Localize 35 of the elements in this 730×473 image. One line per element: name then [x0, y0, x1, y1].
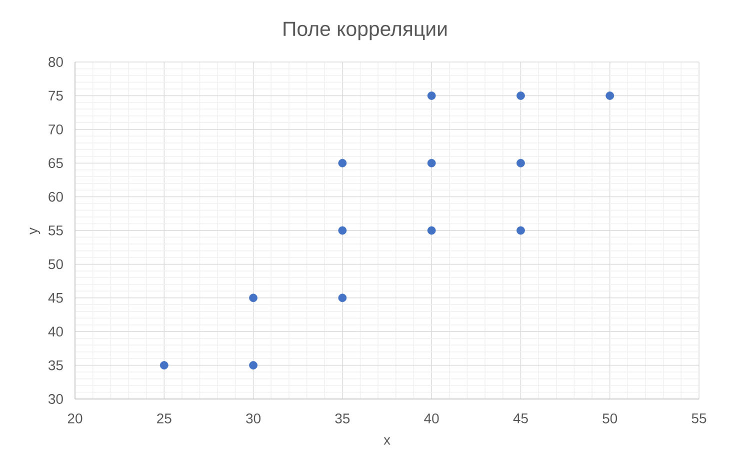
chart-title: Поле корреляции	[284, 22, 447, 40]
y-tick-label: 55	[48, 226, 63, 236]
point	[338, 294, 347, 302]
y-tick-label: 80	[48, 57, 63, 67]
x-tick-label: 40	[424, 414, 439, 424]
point	[249, 361, 258, 370]
y-tick-label: 35	[48, 360, 63, 370]
x-tick-label: 50	[602, 414, 618, 424]
y-tick-label: 60	[48, 192, 63, 202]
point	[427, 226, 436, 235]
x-tick-label: 35	[335, 414, 350, 424]
x-tick-label: 30	[246, 414, 261, 424]
x-tick-label: 25	[157, 414, 172, 424]
point	[338, 158, 347, 168]
point	[427, 158, 436, 168]
y-tick-label: 50	[48, 259, 63, 270]
point	[516, 226, 525, 235]
point	[338, 226, 347, 235]
point	[427, 92, 436, 100]
point	[516, 92, 525, 100]
x-axis-title: x	[384, 437, 390, 445]
point	[160, 361, 168, 370]
y-tick-label: 75	[48, 90, 63, 101]
point	[516, 158, 525, 168]
y-tick-label: 30	[48, 394, 63, 404]
y-tick-label: 65	[48, 158, 63, 168]
x-tick-label: 20	[68, 414, 82, 424]
y-axis-title: y	[30, 228, 40, 234]
point	[249, 294, 258, 302]
x-tick-label: 55	[692, 414, 706, 424]
point	[606, 92, 614, 100]
y-tick-label: 40	[48, 326, 63, 337]
y-tick-label: 45	[48, 293, 63, 303]
y-tick-label: 70	[48, 124, 63, 134]
x-tick-label: 45	[513, 414, 528, 424]
